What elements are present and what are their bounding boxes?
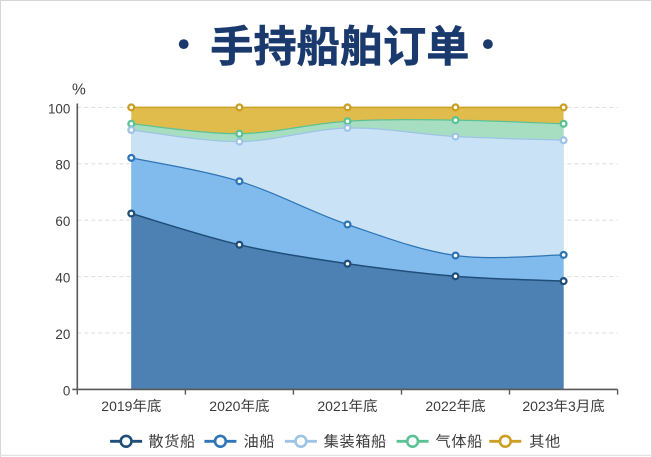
svg-text:2019: 2019 [101,398,132,414]
svg-text:3: 3 [568,398,576,414]
svg-text:0: 0 [63,383,70,398]
svg-text:40: 40 [55,271,70,286]
svg-text:2022: 2022 [425,398,456,414]
svg-text:2021: 2021 [317,398,348,414]
svg-text:100: 100 [48,101,70,116]
svg-text:80: 80 [55,158,70,173]
svg-text:%: % [72,82,86,99]
svg-text:2023: 2023 [522,398,553,414]
svg-text:2020: 2020 [209,398,240,414]
svg-text:60: 60 [55,214,70,229]
svg-text:20: 20 [55,327,70,342]
